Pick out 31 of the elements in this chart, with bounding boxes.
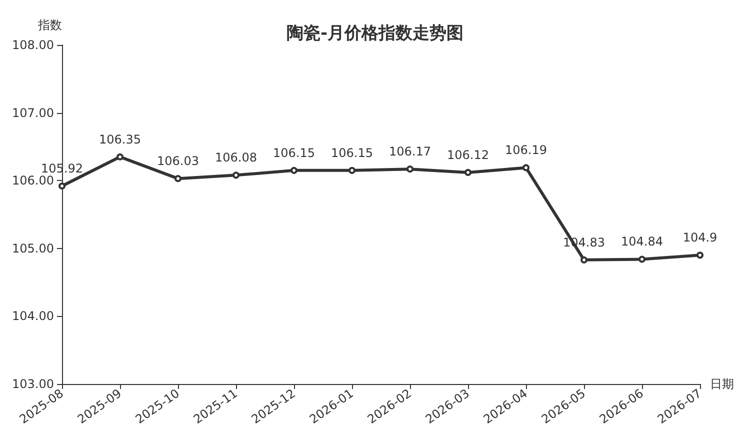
y-tick-label: 107.00	[12, 106, 54, 120]
data-label: 106.19	[505, 143, 547, 158]
point	[696, 252, 704, 259]
point	[348, 166, 356, 174]
y-tick-label: 105.00	[12, 241, 54, 256]
data-label: 106.15	[273, 146, 315, 160]
point	[232, 172, 240, 179]
data-label: 106.08	[215, 150, 257, 165]
point	[580, 256, 588, 264]
x-axis-title: 日期	[710, 377, 734, 391]
data-label: 106.17	[389, 144, 431, 159]
point	[464, 168, 472, 176]
data-label: 104.84	[621, 234, 663, 249]
point	[406, 166, 414, 173]
point	[116, 153, 124, 160]
point	[638, 256, 646, 263]
data-label: 104.9	[682, 230, 718, 245]
data-label: 106.03	[157, 154, 199, 168]
y-tick-label: 104.00	[12, 309, 54, 324]
data-label: 106.15	[331, 146, 373, 160]
y-tick-label: 103.00	[12, 377, 54, 391]
chart-title: 陶瓷-月价格指数走势图	[286, 24, 464, 44]
y-axis-title: 指数	[37, 18, 62, 32]
point	[290, 166, 298, 174]
data-label: 106.35	[99, 132, 141, 146]
point	[174, 175, 182, 182]
point	[58, 182, 66, 190]
data-label: 106.12	[447, 148, 489, 162]
y-tick-label: 108.00	[12, 38, 54, 52]
y-tick-label: 106.00	[12, 174, 54, 188]
point	[522, 164, 530, 172]
